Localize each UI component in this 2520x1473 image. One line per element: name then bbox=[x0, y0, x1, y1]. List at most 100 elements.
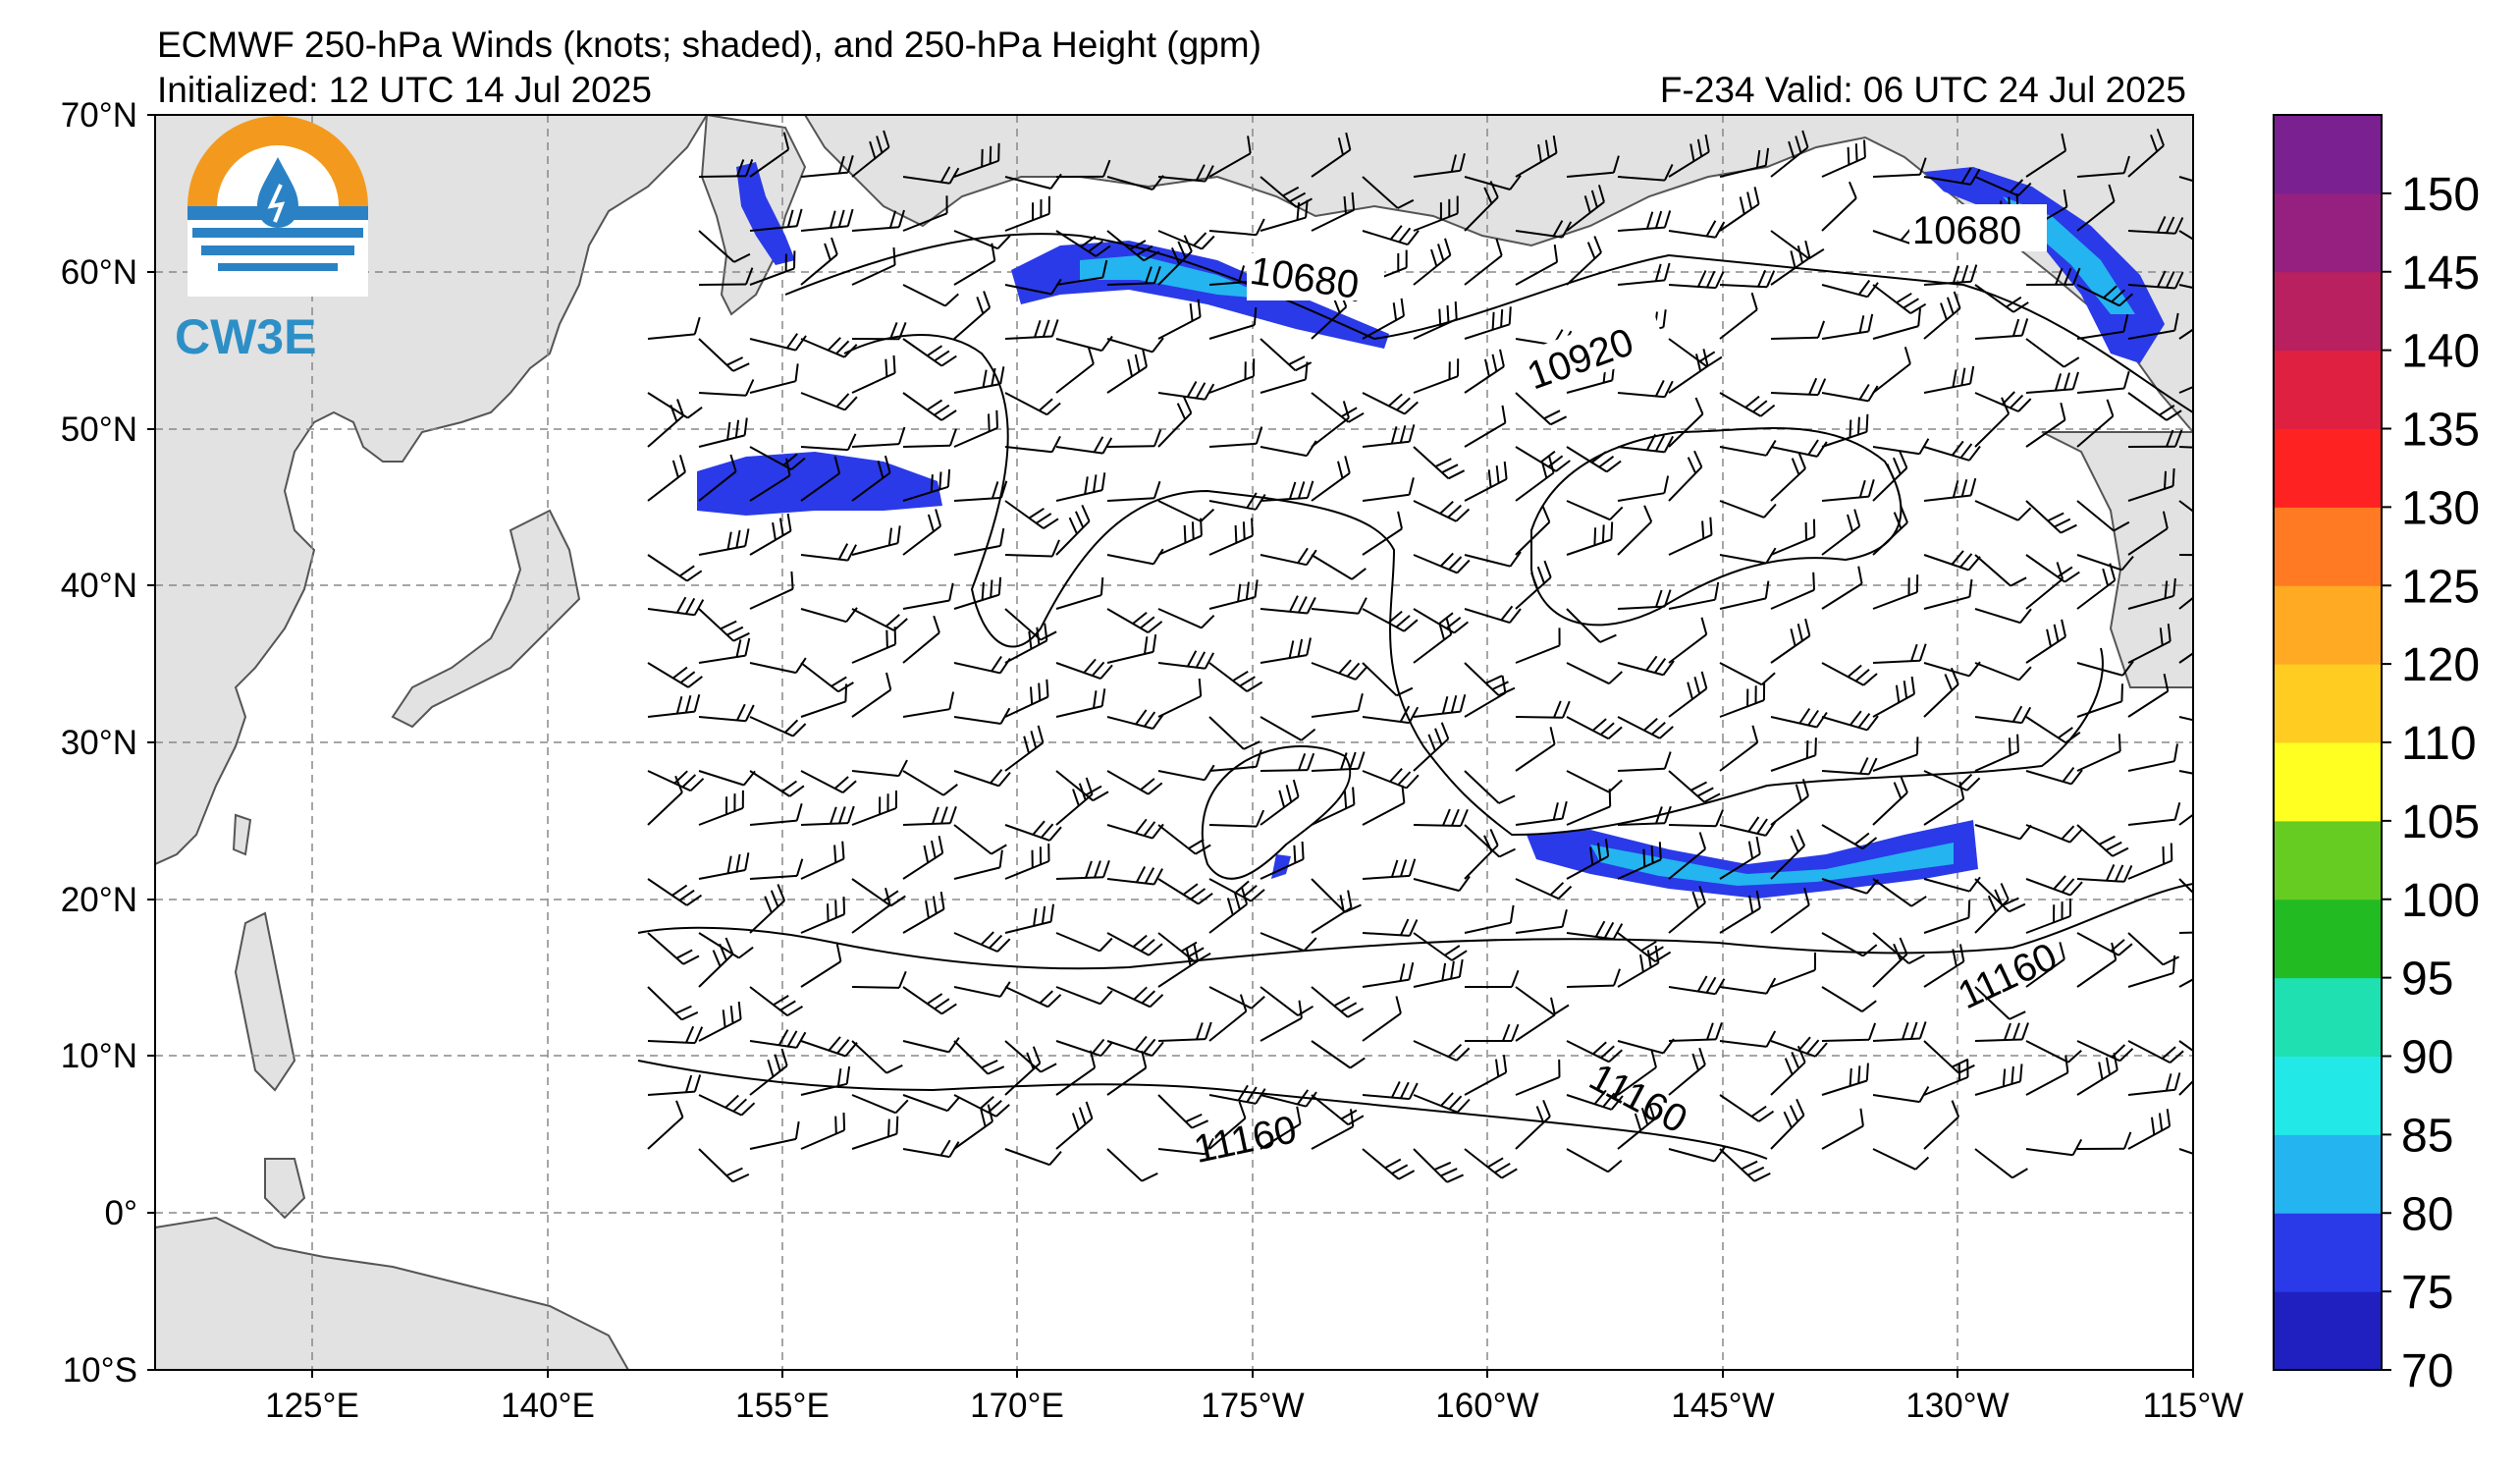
wind-barb-feather bbox=[998, 849, 1003, 868]
wind-barb-feather bbox=[1748, 895, 1754, 913]
wind-barb-feather bbox=[997, 771, 1011, 788]
wind-barb-feather bbox=[935, 509, 942, 527]
wind-barb-shaft bbox=[698, 470, 737, 502]
wind-barb-shaft bbox=[1311, 1040, 1351, 1069]
wind-barb-feather bbox=[1050, 435, 1061, 453]
wind-barb-feather bbox=[934, 998, 950, 1010]
wind-barb-feather bbox=[729, 454, 737, 472]
wind-barb-feather bbox=[2166, 429, 2174, 448]
wind-barb-feather bbox=[835, 340, 850, 355]
init-time: Initialized: 12 UTC 14 Jul 2025 bbox=[157, 70, 652, 110]
wind-barb-feather bbox=[1698, 351, 1716, 362]
wind-barb-shaft bbox=[1719, 986, 1767, 995]
wind-barb-feather bbox=[1791, 1052, 1800, 1069]
wind-barb-feather bbox=[980, 1095, 994, 1110]
wind-barb-feather bbox=[1145, 266, 1153, 284]
wind-barb-feather bbox=[996, 235, 1011, 249]
wind-barb-shaft bbox=[1566, 1148, 1609, 1173]
wind-barb-feather bbox=[1960, 478, 1968, 497]
wind-barb-feather bbox=[2011, 1168, 2028, 1179]
wind-barb-feather bbox=[2046, 628, 2052, 647]
wind-barb-shaft bbox=[1004, 284, 1052, 296]
wind-barb-feather bbox=[1489, 181, 1499, 198]
wind-barb-shaft bbox=[1106, 554, 1154, 566]
wind-barb-feather bbox=[1689, 143, 1695, 162]
wind-barb-feather bbox=[1233, 892, 1241, 910]
wind-barb-feather bbox=[1439, 552, 1454, 568]
wind-barb-shaft bbox=[1208, 765, 1257, 772]
wind-barb-feather bbox=[1959, 443, 1973, 459]
wind-barb-shaft bbox=[2178, 931, 2193, 934]
wind-barb-feather bbox=[743, 417, 748, 436]
wind-barb-feather bbox=[1458, 875, 1471, 892]
wind-barb-feather bbox=[1340, 407, 1358, 418]
wind-barb-feather bbox=[778, 518, 784, 536]
wind-barb-feather bbox=[1246, 492, 1258, 509]
wind-barb-feather bbox=[1865, 413, 1869, 432]
wind-barb-feather bbox=[2163, 673, 2170, 692]
wind-barb-shaft bbox=[1974, 412, 2010, 448]
wind-barb-feather bbox=[1549, 727, 1556, 745]
wind-barb-shaft bbox=[1106, 497, 1154, 502]
wind-barb-feather bbox=[1237, 1084, 1249, 1102]
wind-barb-feather bbox=[1705, 270, 1716, 288]
wind-barb-feather bbox=[726, 855, 732, 874]
wind-barb-feather bbox=[1655, 806, 1663, 824]
wind-barb-feather bbox=[1297, 481, 1306, 499]
wind-barb-feather bbox=[1765, 439, 1777, 457]
wind-barb-shaft bbox=[1362, 176, 1399, 209]
wind-barb-shaft bbox=[1719, 308, 1758, 340]
wind-barb-feather bbox=[1036, 627, 1041, 645]
wind-barb-feather bbox=[1239, 994, 1248, 1012]
wind-barb-feather bbox=[1509, 551, 1522, 568]
wind-barb-feather bbox=[1858, 757, 1869, 775]
wind-barb-feather bbox=[1900, 506, 1908, 523]
wind-barb-feather bbox=[1788, 140, 1796, 159]
wind-barb-feather bbox=[2011, 1065, 2014, 1084]
wind-barb-shaft bbox=[1974, 554, 2011, 587]
wind-barb-feather bbox=[1593, 527, 1597, 546]
wind-barb-feather bbox=[2113, 520, 2130, 532]
wind-barb-feather bbox=[1401, 785, 1406, 803]
wind-barb-feather bbox=[1451, 808, 1460, 827]
wind-barb-feather bbox=[2020, 318, 2029, 336]
wind-barb-feather bbox=[877, 461, 885, 479]
wind-barb-feather bbox=[1153, 548, 1164, 565]
wind-barb-shaft bbox=[1311, 878, 1346, 913]
wind-barb-shaft bbox=[800, 960, 841, 988]
wind-barb-feather bbox=[1987, 895, 1998, 913]
wind-barb-shaft bbox=[2178, 446, 2193, 449]
wind-barb-shaft bbox=[1260, 1016, 1303, 1042]
wind-barb-feather bbox=[1495, 238, 1503, 256]
wind-barb-feather bbox=[1609, 506, 1624, 520]
wind-barb-feather bbox=[1701, 520, 1705, 539]
wind-barb-feather bbox=[939, 891, 945, 910]
wind-barb-feather bbox=[2010, 576, 2027, 587]
wind-barb-feather bbox=[1297, 547, 1309, 564]
wind-barb-feather bbox=[1093, 474, 1098, 493]
wind-barb-feather bbox=[1796, 1045, 1806, 1064]
wind-barb-shaft bbox=[1821, 986, 1863, 1012]
wind-barb-feather bbox=[1968, 445, 1981, 462]
wind-barb-feather bbox=[1501, 405, 1507, 423]
wind-barb-feather bbox=[2061, 619, 2066, 637]
wind-barb-feather bbox=[996, 938, 1011, 953]
wind-barb-feather bbox=[2206, 786, 2211, 802]
wind-barb-feather bbox=[675, 949, 693, 959]
wind-barb-feather bbox=[1698, 832, 1707, 849]
wind-barb-feather bbox=[893, 627, 897, 645]
wind-barb-feather bbox=[947, 1037, 960, 1053]
wind-barb-feather bbox=[2017, 507, 2032, 521]
wind-barb-shaft bbox=[851, 1040, 887, 1074]
wind-barb-feather bbox=[949, 805, 957, 824]
wind-barb-shaft bbox=[1260, 378, 1307, 394]
wind-barb-shaft bbox=[851, 986, 900, 989]
wind-barb-feather bbox=[1899, 937, 1908, 955]
wind-barb-feather bbox=[671, 884, 688, 897]
wind-barb-feather bbox=[2063, 189, 2068, 207]
lon-axis: 125°E 140°E 155°E 170°E 175°W 160°W 145°… bbox=[265, 1370, 2243, 1425]
wind-barb-shaft bbox=[698, 434, 745, 448]
wind-barb-feather bbox=[2206, 1046, 2213, 1063]
wind-barb-feather bbox=[2103, 285, 2118, 300]
wind-barb-feather bbox=[2165, 271, 2175, 289]
